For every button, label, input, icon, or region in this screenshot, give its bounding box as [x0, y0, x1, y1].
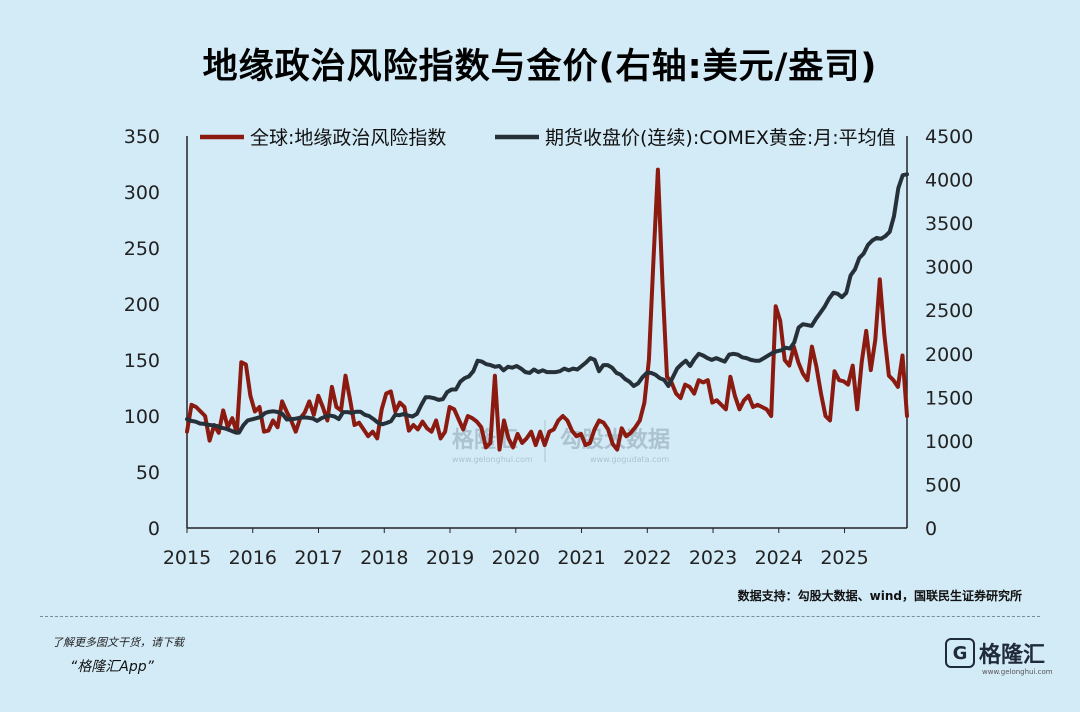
- x-tick-label: 2015: [163, 547, 211, 569]
- x-tick-label: 2020: [492, 547, 540, 569]
- legend-label: 全球:地缘政治风险指数: [250, 127, 446, 149]
- axes: 0501001502002503003500500100015002000250…: [124, 126, 974, 569]
- footer-note: 了解更多图文干货，请下载: [52, 636, 184, 649]
- logo-icon: G: [945, 638, 975, 668]
- series-group: [185, 167, 909, 452]
- footer-divider: [40, 616, 1040, 617]
- legend-label: 期货收盘价(连续):COMEX黄金:月:平均值: [545, 127, 896, 149]
- x-tick-label: 2022: [623, 547, 671, 569]
- y-right-tick-label: 500: [925, 474, 961, 496]
- y-left-tick-label: 100: [124, 406, 160, 428]
- y-left-tick-label: 50: [136, 462, 160, 484]
- y-left-tick-label: 350: [124, 126, 160, 148]
- logo-text: 格隆汇: [979, 643, 1046, 668]
- y-left-tick-label: 300: [124, 182, 160, 204]
- brand-logo: G 格隆汇: [945, 637, 1045, 669]
- y-right-tick-label: 4500: [925, 126, 973, 148]
- y-left-tick-label: 250: [124, 238, 160, 260]
- y-right-tick-label: 3500: [925, 213, 973, 235]
- footer-app-name: “格隆汇App”: [70, 659, 154, 675]
- y-right-tick-label: 4000: [925, 170, 973, 192]
- y-right-tick-label: 1000: [925, 431, 973, 453]
- series-line: [185, 172, 909, 435]
- x-tick-label: 2025: [820, 547, 868, 569]
- watermark-sub-right: www.gogudata.com: [590, 455, 669, 464]
- x-tick-label: 2019: [426, 547, 474, 569]
- x-tick-label: 2016: [229, 547, 277, 569]
- chart-title: 地缘政治风险指数与金价(右轴:美元/盎司): [202, 47, 878, 87]
- data-source: 数据支持：勾股大数据、wind，国联民生证券研究所: [737, 589, 1022, 603]
- series-line: [185, 167, 909, 452]
- x-tick-label: 2018: [360, 547, 408, 569]
- x-tick-label: 2021: [557, 547, 605, 569]
- y-right-tick-label: 0: [925, 518, 937, 540]
- x-tick-label: 2017: [294, 547, 342, 569]
- x-tick-label: 2023: [689, 547, 737, 569]
- watermark-sub-left: www.gelonghui.com: [452, 455, 533, 464]
- y-left-tick-label: 0: [148, 518, 160, 540]
- y-right-tick-label: 1500: [925, 387, 973, 409]
- y-right-tick-label: 2000: [925, 344, 973, 366]
- y-left-tick-label: 200: [124, 294, 160, 316]
- legend: 全球:地缘政治风险指数 期货收盘价(连续):COMEX黄金:月:平均值: [200, 127, 896, 149]
- y-right-tick-label: 3000: [925, 257, 973, 279]
- y-left-tick-label: 150: [124, 350, 160, 372]
- y-right-tick-label: 2500: [925, 300, 973, 322]
- logo-url: www.gelonghui.com: [982, 668, 1053, 676]
- x-tick-label: 2024: [755, 547, 803, 569]
